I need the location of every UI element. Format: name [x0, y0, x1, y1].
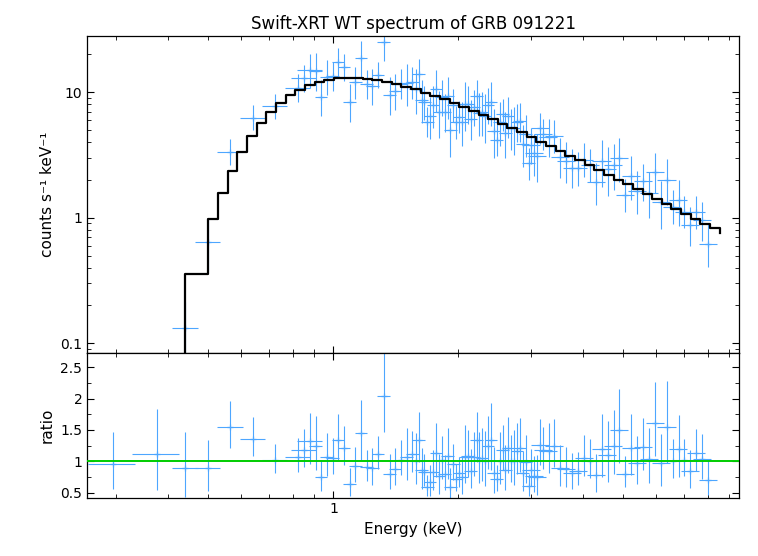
- X-axis label: Energy (keV): Energy (keV): [364, 522, 462, 537]
- Y-axis label: ratio: ratio: [39, 408, 55, 443]
- Title: Swift-XRT WT spectrum of GRB 091221: Swift-XRT WT spectrum of GRB 091221: [251, 15, 575, 33]
- Y-axis label: counts s⁻¹ keV⁻¹: counts s⁻¹ keV⁻¹: [39, 132, 55, 257]
